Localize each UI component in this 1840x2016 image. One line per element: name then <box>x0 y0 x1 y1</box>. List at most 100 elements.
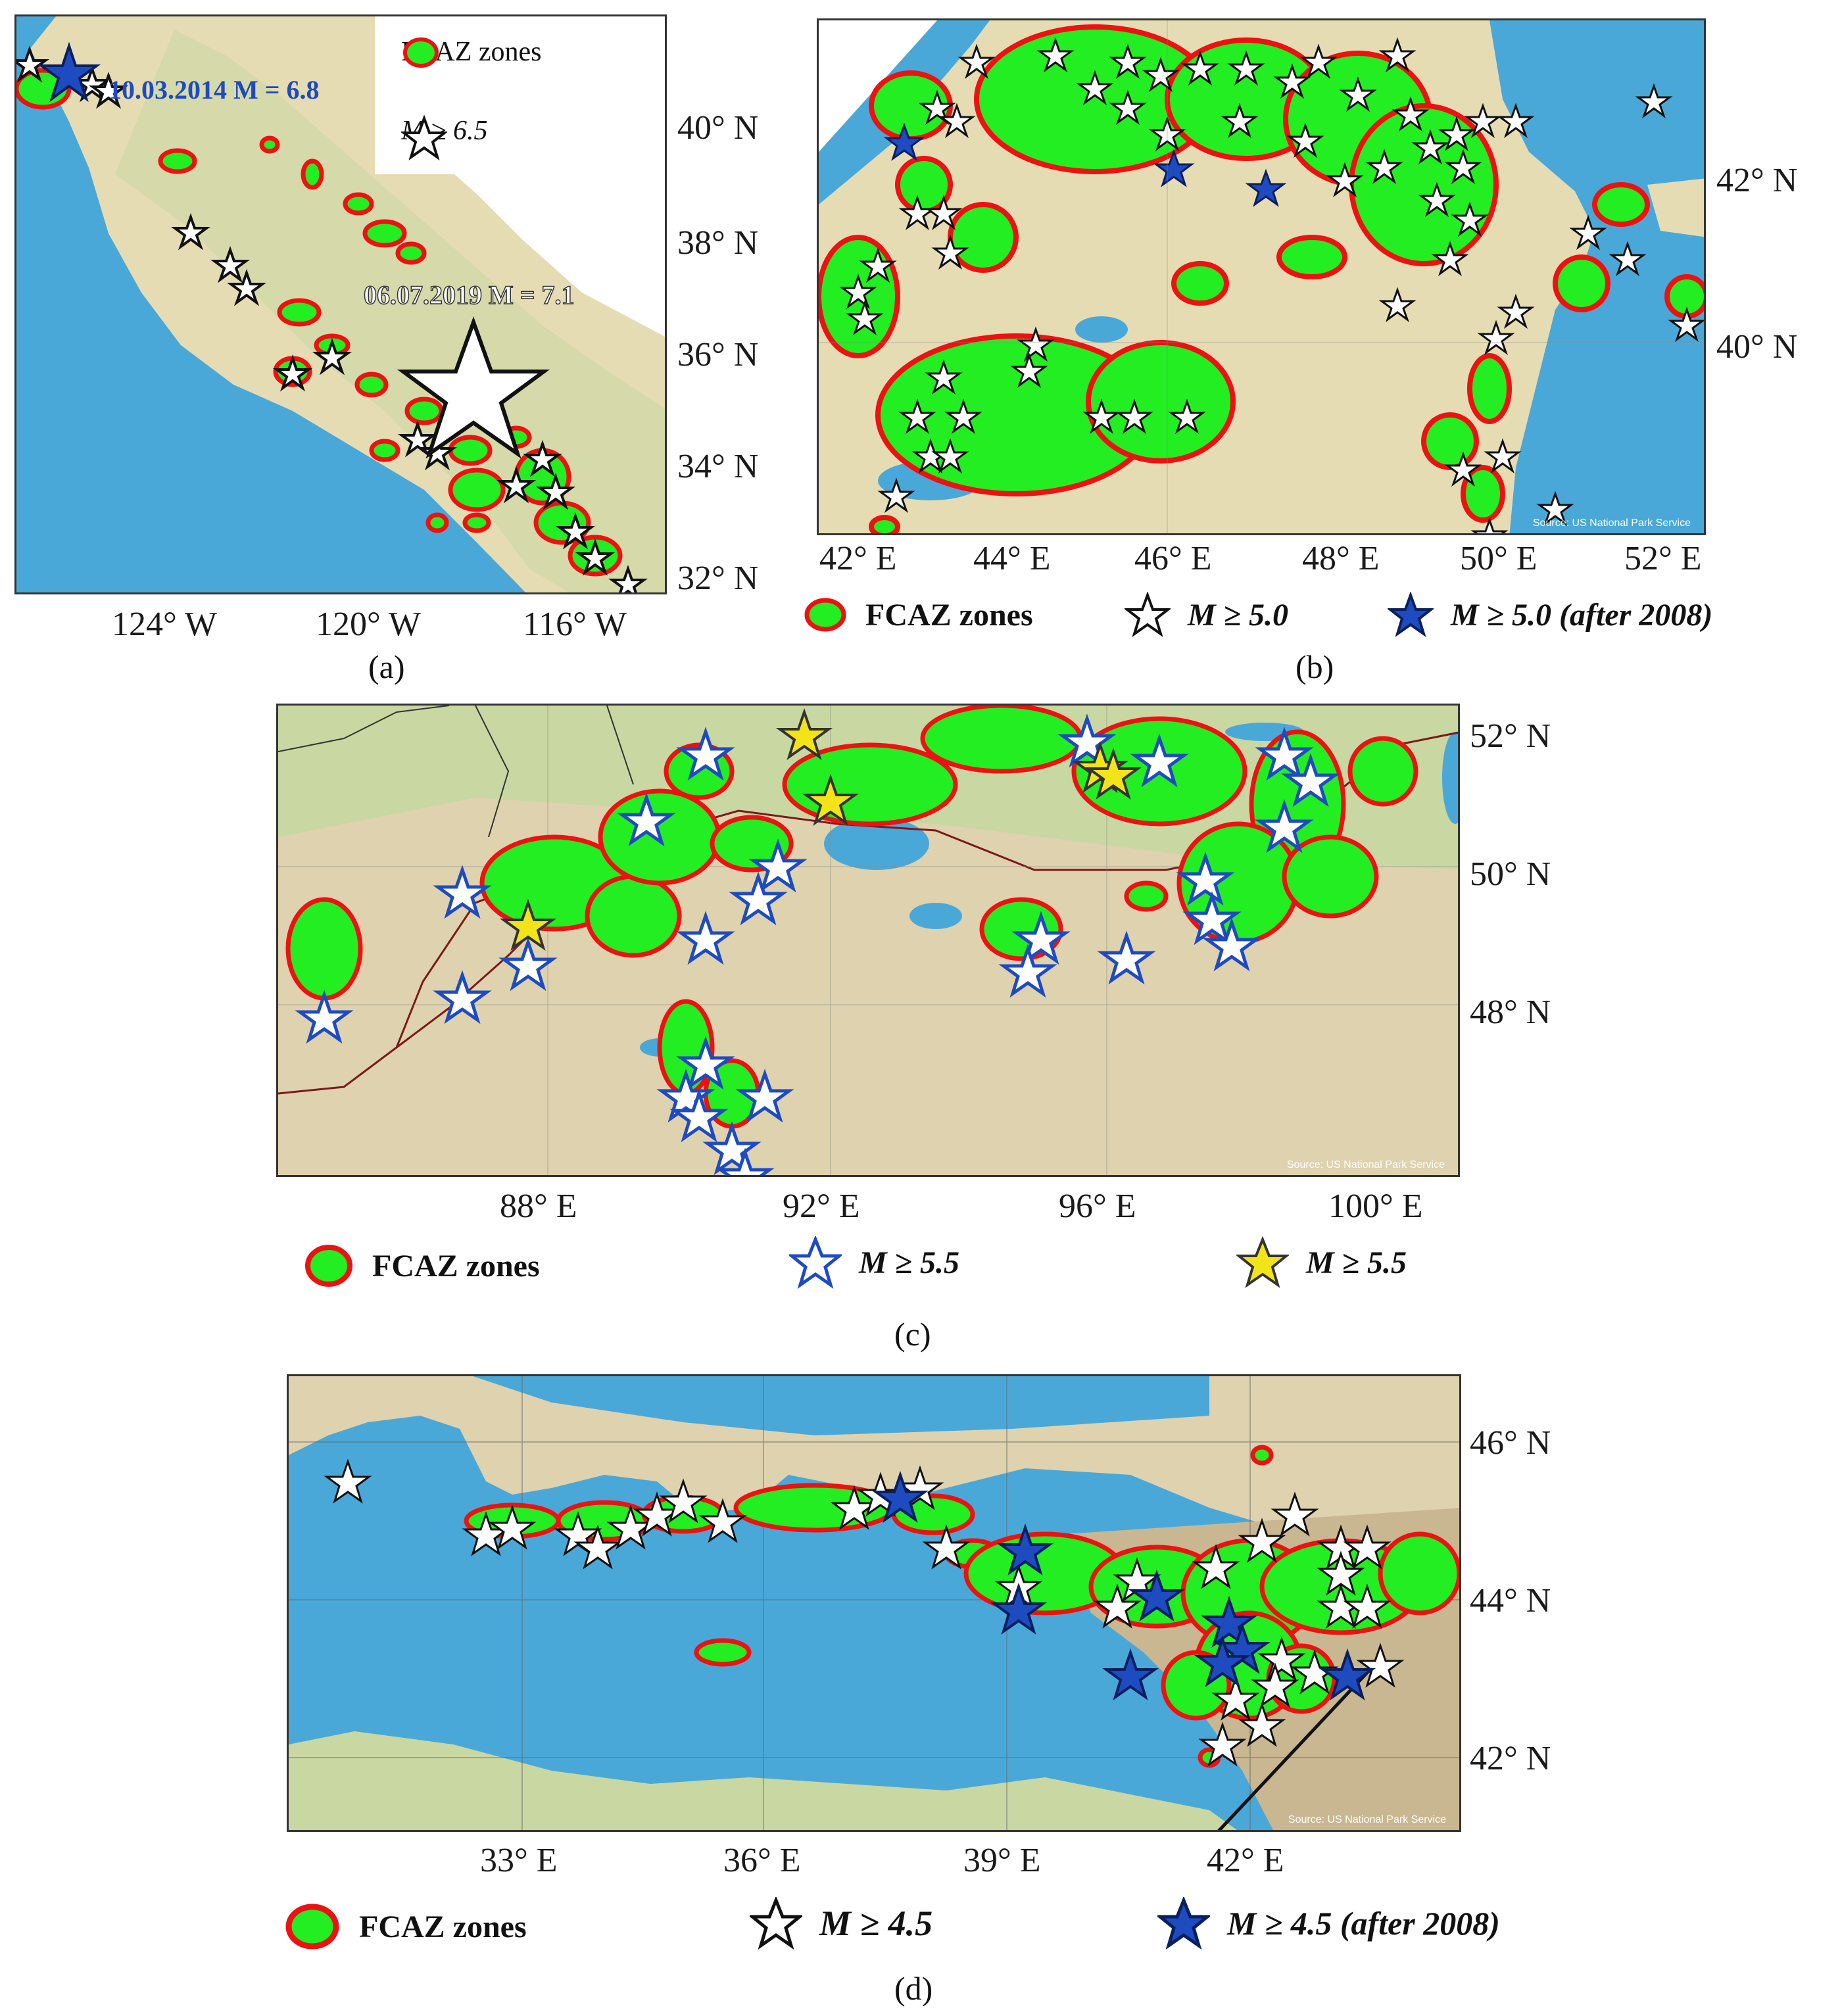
x-tick-c-100: 100° E <box>1328 1188 1423 1225</box>
sea-of-azov <box>473 1376 1209 1435</box>
y-tick-b-42: 42° N <box>1716 162 1798 199</box>
legend-zone-icon <box>285 1904 339 1950</box>
panel-letter-c: (c) <box>894 1316 931 1353</box>
north-coast <box>289 1376 1459 1567</box>
x-tick-d-33: 33° E <box>480 1842 558 1879</box>
panel-letter-a: (a) <box>368 648 405 685</box>
x-tick-d-39: 39° E <box>963 1842 1041 1879</box>
y-tick-c-50: 50° N <box>1470 855 1551 893</box>
legend-zone-icon <box>403 37 439 68</box>
source-credit-d: Source: US National Park Service <box>1288 1814 1446 1825</box>
panel-d: Source: US National Park Service 46° N 4… <box>263 1368 1591 2016</box>
x-tick-b-52: 52° E <box>1624 540 1702 577</box>
lake-khyargas <box>909 903 962 929</box>
stars-yellow <box>499 708 1142 951</box>
star-blue-2014 <box>37 41 101 103</box>
south-coast <box>289 1731 1237 1830</box>
x-tick-b-44: 44° E <box>973 540 1051 577</box>
y-tick-a-36: 36° N <box>677 336 759 373</box>
fcaz-zones <box>16 68 623 577</box>
panel-letter-d: (d) <box>894 1970 933 2007</box>
region-borders <box>278 706 634 838</box>
legend-zone-label: FCAZ zones <box>372 1248 540 1284</box>
stars-black <box>839 37 1704 533</box>
x-tick-c-92: 92° E <box>783 1188 860 1225</box>
legend-d-zone: FCAZ zones <box>283 1900 527 1953</box>
x-tick-b-50: 50° E <box>1460 540 1537 577</box>
legend-c-yellow: M ≥ 5.5 <box>1236 1236 1407 1289</box>
legend-zone-icon <box>804 598 846 632</box>
boundary-line <box>1217 1664 1375 1830</box>
legend-star-blue-icon <box>1388 592 1434 637</box>
legend-star-blue-label: M ≥ 5.5 <box>859 1245 960 1280</box>
map-caucasus-canvas <box>819 20 1704 533</box>
x-tick-a-124: 124° W <box>112 606 217 643</box>
y-tick-d-46: 46° N <box>1470 1424 1551 1462</box>
x-tick-c-88: 88° E <box>500 1188 577 1225</box>
stars-black <box>16 45 648 592</box>
lake-uvs <box>824 817 929 870</box>
panel-a: 10.03.2014 M = 6.8 06.07.2019 M = 7.1 FC… <box>0 0 789 685</box>
y-tick-b-40: 40° N <box>1716 328 1798 366</box>
x-tick-d-36: 36° E <box>723 1842 801 1879</box>
x-tick-a-120: 120° W <box>316 606 421 643</box>
event-label-2019: 06.07.2019 M = 7.1 <box>363 279 575 310</box>
y-tick-a-40: 40° N <box>677 109 759 147</box>
map-black-sea: Source: US National Park Service <box>287 1374 1461 1832</box>
panel-b: Source: US National Park Service 42° N 4… <box>802 0 1840 685</box>
x-tick-b-42: 42° E <box>819 540 897 577</box>
legend-c-zone: FCAZ zones <box>303 1243 540 1289</box>
source-credit-b: Source: US National Park Service <box>1532 517 1691 529</box>
legend-star-black-icon <box>750 1897 802 1950</box>
x-tick-a-116: 116° W <box>523 606 627 643</box>
stars-blue <box>883 122 1287 207</box>
panel-letter-b: (b) <box>1295 648 1334 685</box>
legend-star-black-icon <box>401 115 447 160</box>
map-altai-canvas <box>278 706 1458 1175</box>
panel-c: Source: US National Park Service 52° N 5… <box>263 690 1591 1368</box>
x-tick-c-96: 96° E <box>1059 1188 1136 1225</box>
y-tick-a-34: 34° N <box>677 448 759 485</box>
legend-star-blue-label: M ≥ 4.5 (after 2008) <box>1227 1905 1500 1942</box>
valley-area <box>115 30 665 592</box>
legend-b-blue: M ≥ 5.0 (after 2008) <box>1388 592 1712 638</box>
y-tick-d-44: 44° N <box>1470 1582 1551 1620</box>
legend-d-black: M ≥ 4.5 <box>750 1897 932 1950</box>
legend-star-yellow-label: M ≥ 5.5 <box>1306 1245 1407 1280</box>
legend-star-black-label: M ≥ 4.5 <box>819 1904 933 1943</box>
legend-a: FCAZ zones M ≥ 6.5 <box>375 16 665 174</box>
legend-zone-icon <box>305 1245 352 1287</box>
x-tick-d-42: 42° E <box>1207 1842 1284 1879</box>
x-tick-b-46: 46° E <box>1134 540 1212 577</box>
legend-c-blue: M ≥ 5.5 <box>789 1236 959 1289</box>
legend-b-zone: FCAZ zones <box>802 595 1033 635</box>
legend-star-yellow-icon <box>1236 1236 1289 1288</box>
legend-d-blue: M ≥ 4.5 (after 2008) <box>1157 1897 1500 1950</box>
lake-sevan <box>1075 316 1128 343</box>
x-tick-b-48: 48° E <box>1302 540 1380 577</box>
y-tick-c-48: 48° N <box>1470 994 1551 1031</box>
event-label-2014: 10.03.2014 M = 6.8 <box>109 75 320 105</box>
stars-blue <box>871 1470 1376 1700</box>
map-caucasus: Source: US National Park Service <box>817 18 1706 535</box>
y-tick-a-32: 32° N <box>677 560 759 597</box>
legend-star-black-icon <box>1125 592 1171 637</box>
legend-star-blue-label: M ≥ 5.0 (after 2008) <box>1451 597 1713 633</box>
map-altai: Source: US National Park Service <box>276 704 1460 1177</box>
legend-zone-label: FCAZ zones <box>359 1909 527 1944</box>
source-credit-c: Source: US National Park Service <box>1286 1159 1445 1170</box>
y-tick-a-38: 38° N <box>677 224 759 262</box>
legend-zone-label: FCAZ zones <box>865 597 1033 633</box>
grid-lines <box>819 20 1704 533</box>
map-black-sea-canvas <box>289 1376 1459 1830</box>
legend-b-black: M ≥ 5.0 <box>1125 592 1288 638</box>
legend-star-black-label: M ≥ 5.0 <box>1188 597 1289 633</box>
y-tick-d-42: 42° N <box>1470 1740 1551 1777</box>
east-shore <box>1647 178 1704 237</box>
legend-star-blue-icon <box>1157 1897 1210 1950</box>
legend-star-blue-outline-icon <box>789 1236 842 1289</box>
stars-blue-outline <box>295 713 1340 1175</box>
y-tick-c-52: 52° N <box>1470 717 1551 755</box>
lake-baikal-edge <box>1442 732 1458 824</box>
map-california: 10.03.2014 M = 6.8 06.07.2019 M = 7.1 FC… <box>14 14 667 594</box>
